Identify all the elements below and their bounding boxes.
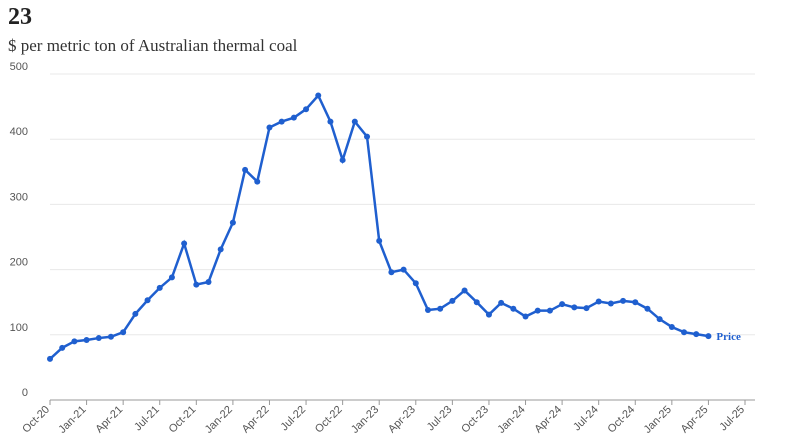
point [205, 278, 212, 285]
y-tick-label: 400 [10, 126, 28, 138]
point [498, 299, 505, 306]
point [327, 118, 334, 125]
point [120, 329, 127, 336]
point [242, 166, 249, 173]
point [571, 304, 578, 311]
line [49, 93, 709, 360]
point [607, 300, 614, 307]
point [546, 307, 553, 314]
chart-subtitle: $ per metric ton of Australian thermal c… [8, 36, 298, 55]
x-tick-label: Jan-24 [495, 404, 527, 436]
point [522, 313, 529, 320]
x-tick-label: Oct-20 [20, 404, 52, 436]
point [461, 287, 468, 294]
x-tick-label: Oct-23 [459, 404, 491, 436]
point [595, 298, 602, 305]
point [644, 305, 651, 312]
y-tick-label: 100 [10, 322, 28, 334]
point [315, 92, 322, 99]
point [47, 355, 53, 362]
x-tick-label: Oct-21 [167, 404, 199, 436]
point [534, 307, 541, 314]
point [473, 299, 480, 306]
point [229, 219, 236, 226]
point [168, 274, 175, 281]
point [290, 114, 297, 121]
point [339, 157, 346, 164]
point [376, 237, 383, 244]
x-tick-label: Jan-21 [56, 404, 88, 436]
x-tick-label: Oct-22 [313, 404, 345, 436]
x-tick-label: Jan-25 [642, 404, 674, 436]
point [681, 329, 688, 336]
x-tick-label: Jan-23 [349, 404, 381, 436]
y-tick-label: 300 [10, 191, 28, 203]
series-label: Price [716, 331, 741, 343]
point [437, 305, 444, 312]
x-tick-label: Apr-22 [240, 404, 272, 436]
point [254, 178, 261, 185]
point [693, 331, 700, 338]
point [620, 297, 627, 304]
point [424, 307, 431, 314]
x-tick-label: Jul-21 [132, 404, 162, 434]
x-tick-label: Oct-24 [606, 404, 638, 436]
point [217, 246, 224, 253]
point [107, 333, 114, 340]
point [510, 305, 517, 312]
x-tick-label: Jul-24 [571, 404, 601, 434]
point [559, 301, 566, 308]
point [83, 337, 90, 344]
point [412, 280, 419, 287]
x-tick-label: Jul-25 [717, 404, 747, 434]
point [705, 333, 712, 340]
point [449, 297, 456, 304]
point [351, 118, 358, 125]
point [59, 344, 66, 351]
chart-title: 23 [8, 4, 32, 30]
x-tick-label: Jul-23 [425, 404, 455, 434]
point [485, 311, 492, 318]
point [303, 106, 310, 113]
point [193, 281, 200, 288]
y-tick-label: 500 [10, 61, 28, 73]
y-tick-label: 0 [22, 387, 28, 399]
point [632, 299, 639, 306]
point [95, 335, 102, 342]
point [388, 269, 395, 276]
point [583, 305, 590, 312]
x-tick-label: Jan-22 [203, 404, 235, 436]
point [278, 118, 285, 125]
point [266, 124, 273, 131]
point [132, 310, 139, 317]
point [181, 240, 188, 247]
point [400, 266, 407, 273]
point [144, 297, 151, 304]
x-tick-label: Jul-22 [278, 404, 308, 434]
point [656, 316, 663, 323]
x-tick-label: Apr-23 [386, 404, 418, 436]
point [71, 338, 78, 345]
x-tick-label: Apr-24 [532, 404, 564, 436]
point [668, 323, 675, 330]
y-tick-label: 200 [10, 257, 28, 269]
x-tick-label: Apr-21 [93, 404, 125, 436]
x-tick-label: Apr-25 [679, 404, 711, 436]
point [156, 284, 163, 291]
point [364, 133, 371, 140]
